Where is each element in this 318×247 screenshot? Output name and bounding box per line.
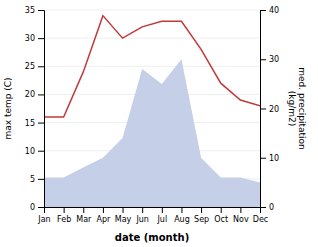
tick-label: 10 (269, 154, 279, 163)
tick: 0 (30, 203, 44, 212)
tick-mark (38, 179, 44, 180)
y-axis: 0 5 10 15 20 25 30 35 (25, 6, 45, 212)
tick-mark (123, 207, 124, 213)
tick-mark (38, 151, 44, 152)
tick: Nov (233, 207, 249, 224)
tick-label: Jun (135, 215, 149, 224)
tick-mark (240, 207, 241, 213)
tick: Sep (194, 207, 209, 224)
tick-label: Jul (156, 215, 167, 224)
y2-axis: 0 10 20 30 40 (260, 6, 279, 212)
tick: 20 (260, 105, 279, 114)
tick-label: 30 (25, 34, 35, 43)
tick-label: 10 (25, 147, 35, 156)
tick-label: 20 (25, 90, 35, 99)
tick-label: 5 (30, 175, 35, 184)
y2-axis-title: med. precipitation(kg/m2) (287, 67, 307, 149)
tick: 30 (260, 55, 279, 64)
tick-label: Dec (253, 215, 268, 224)
tick-label: Sep (194, 215, 209, 224)
tick: 15 (25, 119, 44, 128)
tick-label: 20 (269, 105, 279, 114)
chart: JanFebMarAprMayJunJulAugSepOctNovDec0510… (0, 0, 318, 247)
tick-mark (142, 207, 143, 213)
tick-mark (64, 207, 65, 213)
tick-label: 0 (30, 203, 35, 212)
tick: 25 (25, 62, 44, 71)
tick: Jan (37, 207, 50, 224)
axis-line (45, 208, 261, 214)
area (44, 59, 260, 207)
x-axis-title: date (month) (115, 232, 189, 243)
tick-mark (83, 207, 84, 213)
tick-label: Jan (37, 215, 50, 224)
tick-label: 0 (269, 203, 274, 212)
y2-axis-title-line: med. precipitation (297, 67, 307, 149)
tick-mark (260, 10, 266, 11)
marks (44, 16, 260, 207)
tick-label: 25 (25, 62, 35, 71)
tick: Jun (135, 207, 149, 224)
tick-mark (260, 59, 266, 60)
tick-label: Nov (233, 215, 249, 224)
tick: 40 (260, 6, 279, 15)
grid-line (44, 66, 260, 67)
tick-label: 30 (269, 55, 279, 64)
tick-label: 35 (25, 6, 35, 15)
tick: Aug (174, 207, 190, 224)
tick-mark (201, 207, 202, 213)
tick: Apr (96, 207, 111, 224)
tick-mark (38, 10, 44, 11)
tick-label: 15 (25, 119, 35, 128)
x-axis: Jan Feb Mar Apr MayJun Jul Aug Sep Oct Nov Dec (37, 207, 268, 224)
tick-mark (38, 66, 44, 67)
tick: 0 (260, 203, 274, 212)
tick: Feb (57, 207, 71, 224)
tick-mark (181, 207, 182, 213)
tick-label: Mar (76, 215, 92, 224)
tick: 10 (25, 147, 44, 156)
grid-line (44, 38, 260, 39)
tick: Jul (156, 207, 167, 224)
tick: 5 (30, 175, 44, 184)
tick: 20 (25, 90, 44, 99)
tick-mark (38, 94, 44, 95)
y-axis-title: max temp (C) (3, 77, 13, 139)
tick-mark (38, 38, 44, 39)
tick: Mar (76, 207, 92, 224)
tick-mark (38, 123, 44, 124)
tick-label: Feb (57, 215, 71, 224)
grid (44, 10, 260, 207)
tick: May (115, 207, 132, 224)
tick-label: Oct (214, 215, 228, 224)
tick: Dec (253, 207, 268, 224)
tick-mark (260, 158, 266, 159)
tick-mark (103, 207, 104, 213)
tick: 30 (25, 34, 44, 43)
tick-label: Apr (96, 215, 111, 224)
tick-label: Aug (174, 215, 190, 224)
tick-mark (260, 207, 266, 208)
axis-line (38, 11, 45, 208)
tick-mark (38, 207, 44, 208)
tick-mark (162, 207, 163, 213)
axis-line (261, 11, 267, 208)
grid-line (44, 10, 260, 11)
tick-mark (260, 109, 266, 110)
y2-axis-title-line: (kg/m2) (287, 91, 297, 126)
tick-mark (221, 207, 222, 213)
tick: Oct (214, 207, 228, 224)
tick: 35 (25, 6, 44, 15)
line (44, 16, 260, 117)
plot: JanFebMarAprMayJunJulAugSepOctNovDec0510… (25, 6, 279, 224)
tick-label: 40 (269, 6, 279, 15)
tick: 10 (260, 154, 279, 163)
tick-label: May (115, 215, 132, 224)
